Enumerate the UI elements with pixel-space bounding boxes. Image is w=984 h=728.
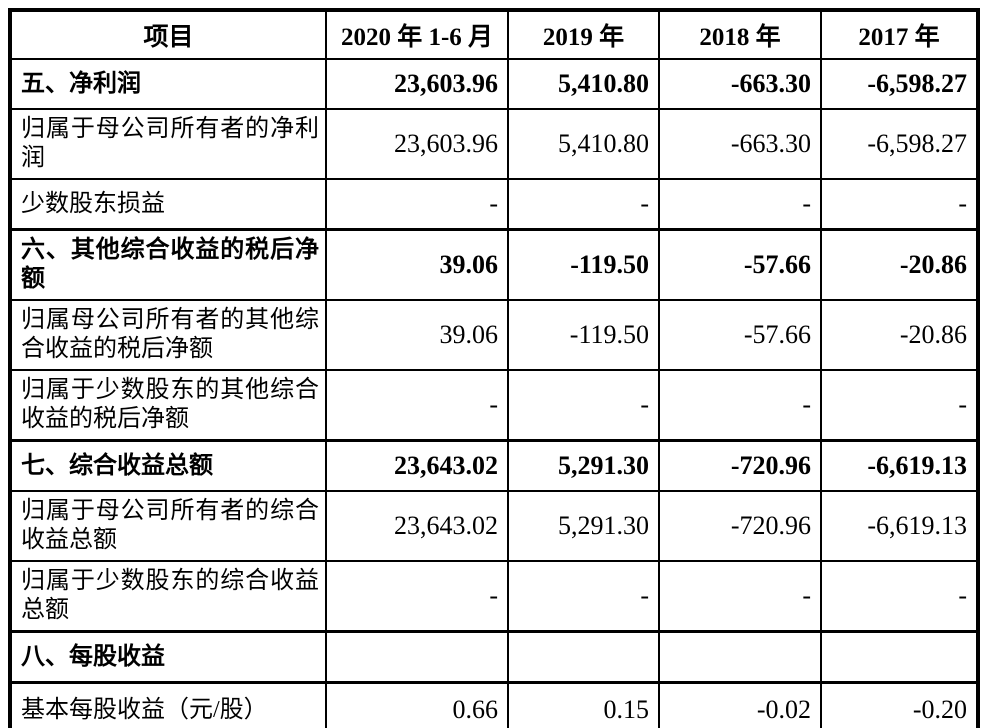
- cell-value: -: [507, 369, 660, 442]
- table-row-earnings-per-share: 八、每股收益: [9, 630, 979, 684]
- table-row-net-profit-parent: 归属于母公司所有者的净利润 23,603.96 5,410.80 -663.30…: [9, 108, 979, 180]
- cell-value: -: [658, 560, 822, 633]
- cell-value: -57.66: [658, 299, 822, 371]
- cell-value: 0.15: [507, 681, 660, 728]
- cell-value: -6,598.27: [820, 58, 979, 110]
- cell-value: -: [658, 369, 822, 442]
- cell-value: [507, 630, 660, 684]
- column-header-2020h1: 2020 年 1-6 月: [325, 9, 509, 60]
- row-label: 基本每股收益（元/股）: [9, 681, 327, 728]
- cell-value: -6,619.13: [820, 490, 979, 562]
- cell-value: -: [820, 369, 979, 442]
- row-label: 归属于母公司所有者的综合收益总额: [9, 490, 327, 562]
- cell-value: 23,643.02: [325, 490, 509, 562]
- cell-value: -: [658, 178, 822, 231]
- cell-value: 23,603.96: [325, 58, 509, 110]
- cell-value: -: [325, 560, 509, 633]
- row-label: 五、净利润: [9, 58, 327, 110]
- cell-value: -: [325, 369, 509, 442]
- column-header-item: 项目: [9, 9, 327, 60]
- cell-value: -663.30: [658, 108, 822, 180]
- table-header-row: 项目 2020 年 1-6 月 2019 年 2018 年 2017 年: [9, 9, 979, 60]
- row-label: 归属于母公司所有者的净利润: [9, 108, 327, 180]
- cell-value: 39.06: [325, 228, 509, 301]
- column-header-2018: 2018 年: [658, 9, 822, 60]
- cell-value: -663.30: [658, 58, 822, 110]
- cell-value: -119.50: [507, 228, 660, 301]
- table-row-oci-parent: 归属母公司所有者的其他综合收益的税后净额 39.06 -119.50 -57.6…: [9, 299, 979, 371]
- row-label: 归属于少数股东的其他综合收益的税后净额: [9, 369, 327, 442]
- cell-value: -6,598.27: [820, 108, 979, 180]
- cell-value: -: [820, 560, 979, 633]
- cell-value: 5,291.30: [507, 439, 660, 492]
- table-row-other-comprehensive-income: 六、其他综合收益的税后净额 39.06 -119.50 -57.66 -20.8…: [9, 228, 979, 301]
- cell-value: -: [507, 178, 660, 231]
- cell-value: -720.96: [658, 490, 822, 562]
- table-row-net-profit: 五、净利润 23,603.96 5,410.80 -663.30 -6,598.…: [9, 58, 979, 110]
- row-label: 八、每股收益: [9, 630, 327, 684]
- cell-value: -: [820, 178, 979, 231]
- row-label: 少数股东损益: [9, 178, 327, 231]
- row-label: 归属母公司所有者的其他综合收益的税后净额: [9, 299, 327, 371]
- cell-value: 5,410.80: [507, 58, 660, 110]
- row-label: 归属于少数股东的综合收益总额: [9, 560, 327, 633]
- cell-value: 5,410.80: [507, 108, 660, 180]
- cell-value: -0.20: [820, 681, 979, 728]
- cell-value: -57.66: [658, 228, 822, 301]
- cell-value: -0.02: [658, 681, 822, 728]
- cell-value: [820, 630, 979, 684]
- table-row-tci-minority: 归属于少数股东的综合收益总额 - - - -: [9, 560, 979, 633]
- cell-value: -20.86: [820, 228, 979, 301]
- cell-value: 39.06: [325, 299, 509, 371]
- cell-value: 0.66: [325, 681, 509, 728]
- cell-value: 5,291.30: [507, 490, 660, 562]
- cell-value: -20.86: [820, 299, 979, 371]
- cell-value: -119.50: [507, 299, 660, 371]
- row-label: 七、综合收益总额: [9, 439, 327, 492]
- table-row-oci-minority: 归属于少数股东的其他综合收益的税后净额 - - - -: [9, 369, 979, 442]
- cell-value: [658, 630, 822, 684]
- table-row-total-comprehensive-income: 七、综合收益总额 23,643.02 5,291.30 -720.96 -6,6…: [9, 439, 979, 492]
- cell-value: [325, 630, 509, 684]
- column-header-2019: 2019 年: [507, 9, 660, 60]
- cell-value: 23,643.02: [325, 439, 509, 492]
- cell-value: -: [325, 178, 509, 231]
- table-row-basic-eps: 基本每股收益（元/股） 0.66 0.15 -0.02 -0.20: [9, 681, 979, 728]
- cell-value: -720.96: [658, 439, 822, 492]
- table-row-minority-interest: 少数股东损益 - - - -: [9, 178, 979, 231]
- cell-value: -6,619.13: [820, 439, 979, 492]
- cell-value: -: [507, 560, 660, 633]
- column-header-2017: 2017 年: [820, 9, 979, 60]
- cell-value: 23,603.96: [325, 108, 509, 180]
- row-label: 六、其他综合收益的税后净额: [9, 228, 327, 301]
- table-row-tci-parent: 归属于母公司所有者的综合收益总额 23,643.02 5,291.30 -720…: [9, 490, 979, 562]
- financial-statement-table: 项目 2020 年 1-6 月 2019 年 2018 年 2017 年 五、净…: [8, 8, 980, 728]
